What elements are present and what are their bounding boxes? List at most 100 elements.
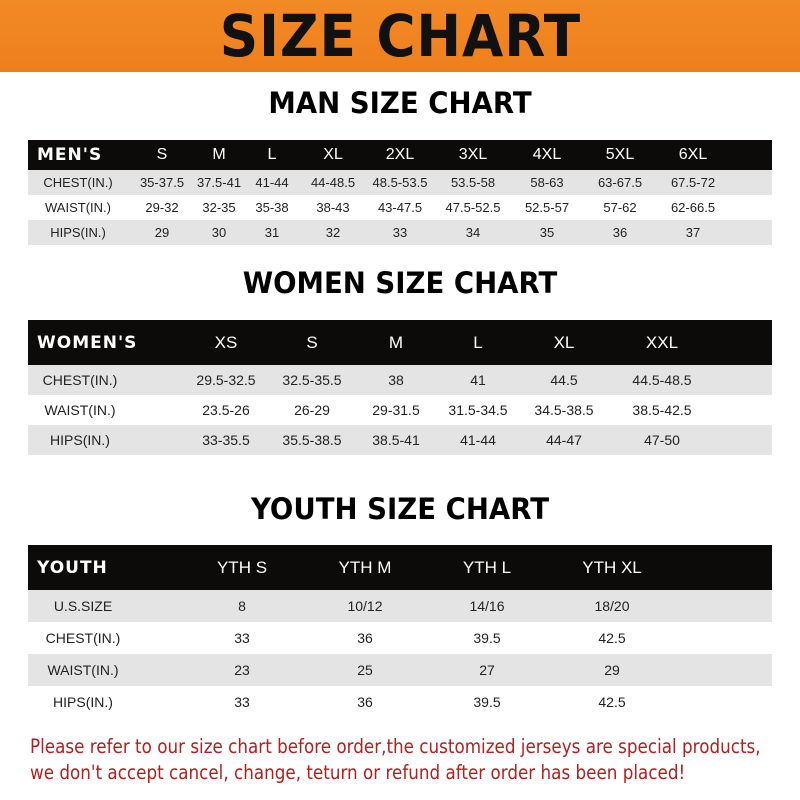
row-label: HIPS(IN.): [50, 432, 110, 448]
size-cell: 42.5: [598, 630, 626, 646]
table-header-row: YOUTH YTH S YTH M YTH L YTH XL: [28, 545, 772, 590]
size-cell: M: [212, 146, 226, 163]
women-size-table: WOMEN'S XS S M L XL XXL CHEST(IN.) 29.5-32.5 32.5…: [28, 320, 772, 455]
size-cell: S: [306, 332, 318, 352]
size-cell: 29: [604, 662, 620, 678]
size-cell: 30: [211, 225, 227, 240]
size-cell: YTH XL: [582, 557, 642, 577]
size-cell: 33: [234, 630, 250, 646]
notice-line-2: we don't accept cancel, change, teturn o…: [30, 761, 686, 784]
size-cell: 35-38: [255, 200, 289, 215]
table-row: WAIST(IN.) 23.5-26 26-29 29-31.5 31.5-34.5 34…: [28, 395, 772, 425]
row-label: CHEST(IN.): [42, 372, 118, 388]
size-cell: 41-44: [460, 432, 496, 448]
size-cell: 63-67.5: [597, 175, 643, 190]
size-cell: 8: [238, 598, 246, 614]
size-cell: 14/16: [469, 598, 505, 614]
size-cell: 38: [388, 372, 404, 388]
size-cell: L: [473, 332, 483, 352]
table-row: CHEST(IN.) 29.5-32.5 32.5-35.5 38 41 44.5 44.5…: [28, 365, 772, 395]
size-cell: 18/20: [594, 598, 630, 614]
size-cell: XS: [214, 332, 238, 352]
men-section-title: MAN SIZE CHART: [268, 86, 532, 120]
size-cell: 44-47: [546, 432, 582, 448]
size-cell: 58-63: [530, 175, 564, 190]
size-cell: 34.5-38.5: [534, 402, 594, 418]
size-cell: 29-32: [145, 200, 179, 215]
size-cell: 57-62: [603, 200, 637, 215]
size-cell: 6XL: [678, 146, 708, 163]
size-cell: 37: [685, 225, 701, 240]
youth-section-title: YOUTH SIZE CHART: [250, 492, 550, 526]
size-cell: 41-44: [255, 175, 289, 190]
size-cell: 44.5: [550, 372, 578, 388]
table-row: WAIST(IN.) 23 25 27 29: [28, 654, 772, 686]
table-row: CHEST(IN.) 35-37.5 37.5-41 41-44 44-48.5 48.5…: [28, 170, 772, 195]
size-cell: 33-35.5: [202, 432, 250, 448]
size-cell: 34: [465, 225, 481, 240]
size-cell: 23.5-26: [202, 402, 250, 418]
women-section-title: WOMEN SIZE CHART: [242, 266, 558, 300]
size-cell: 44.5-48.5: [632, 372, 692, 388]
size-chart-banner: SIZE CHART: [0, 0, 800, 72]
size-cell: 29.5-32.5: [196, 372, 256, 388]
row-label: HIPS(IN.): [53, 694, 113, 710]
row-label: CHEST(IN.): [43, 175, 113, 190]
size-cell: 53.5-58: [450, 175, 496, 190]
row-label: MEN'S: [37, 145, 103, 165]
size-cell: 39.5: [473, 630, 501, 646]
size-cell: 3XL: [458, 146, 488, 163]
size-cell: 26-29: [294, 402, 330, 418]
size-cell: 31: [264, 225, 280, 240]
row-label: HIPS(IN.): [50, 225, 106, 240]
size-cell: M: [388, 332, 404, 352]
size-cell: 5XL: [605, 146, 635, 163]
size-cell: 35-37.5: [139, 175, 185, 190]
size-cell: 23: [234, 662, 250, 678]
size-cell: 47.5-52.5: [445, 200, 501, 215]
notice-line-1: Please refer to our size chart before or…: [30, 735, 761, 758]
size-cell: 10/12: [347, 598, 383, 614]
size-cell: S: [156, 146, 168, 163]
size-cell: 4XL: [532, 146, 562, 163]
size-cell: 32.5-35.5: [282, 372, 342, 388]
size-cell: 29: [154, 225, 170, 240]
size-cell: 33: [392, 225, 408, 240]
size-cell: 38-43: [316, 200, 350, 215]
men-size-table: MEN'S S M L XL 2XL 3XL 4XL 5XL 6XL CHEST(IN.) 35-37…: [28, 140, 772, 245]
row-label: WAIST(IN.): [47, 662, 119, 678]
size-cell: 36: [357, 630, 373, 646]
size-cell: YTH M: [338, 557, 392, 577]
size-cell: 33: [234, 694, 250, 710]
table-row: CHEST(IN.) 33 36 39.5 42.5: [28, 622, 772, 654]
order-notice: Please refer to our size chart before or…: [30, 734, 787, 786]
size-cell: 47-50: [644, 432, 680, 448]
row-label: YOUTH: [37, 557, 108, 578]
size-cell: 48.5-53.5: [372, 175, 428, 190]
table-row: WAIST(IN.) 29-32 32-35 35-38 38-43 43-47.5 47.…: [28, 195, 772, 220]
table-row: HIPS(IN.) 33 36 39.5 42.5: [28, 686, 772, 718]
size-cell: 25: [357, 662, 373, 678]
size-cell: 32-35: [202, 200, 236, 215]
size-cell: 36: [357, 694, 373, 710]
banner-title: SIZE CHART: [219, 2, 581, 70]
size-cell: 42.5: [598, 694, 626, 710]
size-cell: 29-31.5: [372, 402, 420, 418]
table-header-row: MEN'S S M L XL 2XL 3XL 4XL 5XL 6XL: [28, 140, 772, 170]
row-label: WAIST(IN.): [44, 402, 116, 418]
size-cell: 2XL: [385, 146, 415, 163]
size-cell: 67.5-72: [670, 175, 716, 190]
size-cell: 32: [325, 225, 341, 240]
size-cell: XL: [553, 332, 575, 352]
size-cell: 37.5-41: [196, 175, 242, 190]
table-header-row: WOMEN'S XS S M L XL XXL: [28, 320, 772, 365]
size-cell: 44-48.5: [310, 175, 356, 190]
row-label: WAIST(IN.): [45, 200, 111, 215]
row-label: WOMEN'S: [37, 332, 138, 353]
table-row: U.S.SIZE 8 10/12 14/16 18/20: [28, 590, 772, 622]
size-cell: 36: [612, 225, 628, 240]
size-cell: 38.5-41: [372, 432, 420, 448]
size-cell: 43-47.5: [377, 200, 423, 215]
size-cell: 35: [539, 225, 555, 240]
size-cell: XXL: [645, 332, 679, 352]
